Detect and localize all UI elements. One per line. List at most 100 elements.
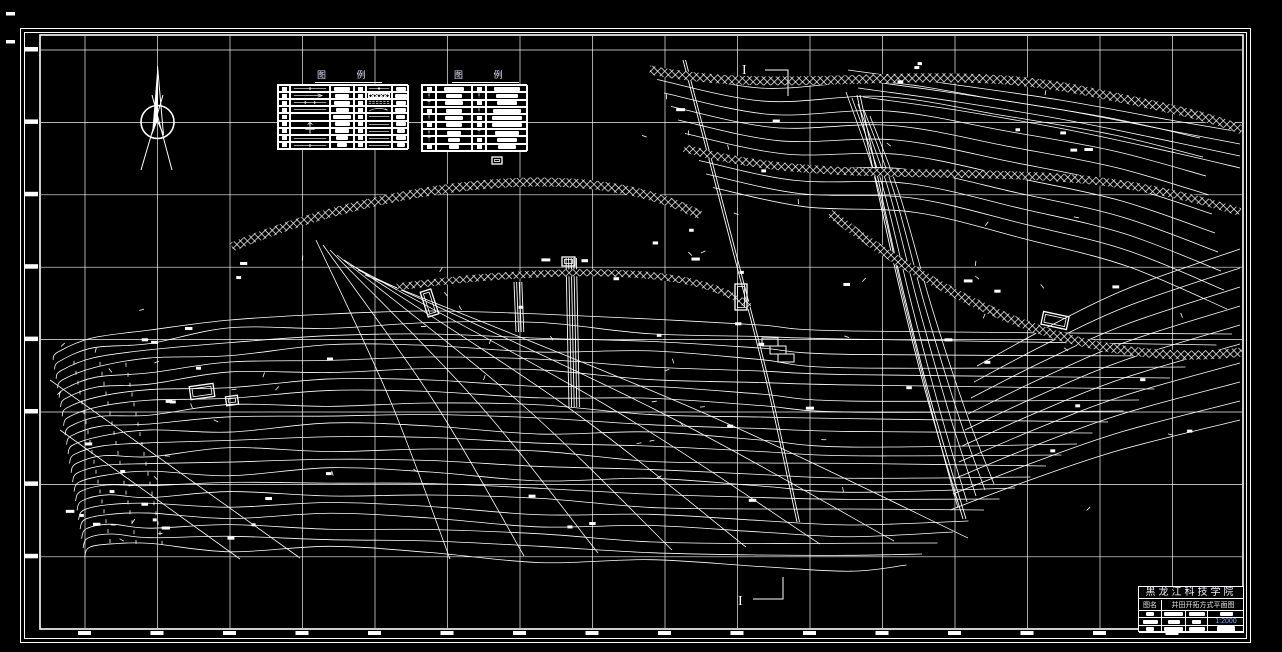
tiny-label-blob: [805, 406, 814, 410]
legend-cell: [486, 99, 528, 107]
legend-cell: [436, 99, 472, 107]
title-block-field: [1162, 618, 1186, 626]
tiny-label-blob: [141, 338, 149, 342]
legend-cell: [422, 129, 436, 137]
grid-label-blob: [24, 553, 38, 559]
tiny-label-blob: [518, 305, 524, 309]
legend-cell: [392, 134, 409, 142]
tiny-label-blob: [748, 498, 757, 502]
legend-cell: [354, 106, 366, 114]
tiny-label-blob: [735, 322, 742, 326]
tiny-label-blob: [165, 399, 173, 403]
grid-label-blob: [1020, 631, 1034, 635]
legend-cell: [366, 134, 392, 142]
legend-cell: [278, 85, 290, 93]
tiny-label-blob: [1075, 404, 1081, 408]
lineDot-symbol: [368, 87, 390, 90]
legend-cell: [486, 121, 528, 129]
line-symbol: [368, 145, 390, 146]
legend-cell: [330, 134, 354, 142]
tiny-label-blob: [689, 228, 694, 232]
legend-cell: [486, 143, 528, 151]
grid-label-blob: [585, 631, 599, 635]
tiny-label-blob: [1140, 378, 1146, 382]
varrow-symbol: [428, 115, 430, 121]
title-block-field: [1162, 626, 1186, 633]
tiny-label-blob: [528, 494, 536, 498]
legend-cell: [330, 92, 354, 100]
tiny-label-blob: [196, 366, 202, 370]
legend-cell: [392, 127, 409, 135]
tiny-label-blob: [1050, 449, 1056, 453]
legend-cell: [354, 134, 366, 142]
tiny-label-blob: [772, 119, 780, 123]
north-arrow: [140, 65, 175, 171]
tiny-label-blob: [897, 80, 904, 84]
tiny-label-blob: [994, 289, 1001, 293]
tiny-label-blob: [152, 518, 157, 522]
drawing-linework: [41, 36, 1242, 628]
tiny-label-blob: [326, 357, 333, 361]
tiny-label-blob: [79, 513, 84, 517]
tiny-label-blob: [567, 525, 573, 529]
grid-label-blob: [513, 631, 526, 635]
legend-cell: [436, 107, 472, 115]
grid-label-blob: [150, 631, 164, 635]
tiny-label-blob: [265, 497, 272, 501]
legend-cell: [486, 107, 528, 115]
tiny-label-blob: [613, 277, 620, 281]
legend-cell: [354, 127, 366, 135]
tee-symbol: [477, 130, 481, 135]
legend-cell: [330, 120, 354, 128]
title-block-field: [1186, 626, 1208, 633]
grid-label-blob: [730, 631, 744, 635]
tiny-label-blob: [761, 169, 767, 173]
title-block-field: [1139, 611, 1162, 618]
legend-cell: [330, 113, 354, 121]
tiny-label-blob: [656, 333, 662, 337]
legend-cell: [422, 143, 436, 151]
tiny-label-blob: [581, 259, 588, 263]
tiny-label-blob: [758, 342, 765, 346]
grid-label-blob: [24, 191, 38, 197]
legend-cell: [290, 127, 330, 135]
tiny-label-blob: [169, 400, 176, 404]
legend-cell: [366, 92, 392, 100]
legend-cell: [486, 92, 528, 100]
tiny-label-blob: [917, 62, 922, 66]
grid-label-blob: [223, 631, 236, 635]
grid-label-blob: [948, 631, 961, 635]
tiny-label-blob: [120, 470, 126, 474]
legend-cell: [392, 92, 409, 100]
legend-cell: [366, 99, 392, 107]
grid-label-blob: [24, 409, 38, 414]
legend-cell: [472, 99, 486, 107]
legend-cell: [392, 99, 409, 107]
outer-border: [20, 28, 1251, 643]
tee-symbol: [427, 137, 431, 142]
legend-cell: [436, 143, 472, 151]
legend-cell: [472, 129, 486, 137]
legend-cell: [436, 129, 472, 137]
tee-symbol: [305, 128, 315, 134]
legend-cell: [436, 136, 472, 144]
tiny-label-blob: [676, 108, 685, 112]
varrow-symbol: [307, 121, 313, 127]
tiny-label-blob: [727, 424, 734, 428]
tiny-label-blob: [843, 282, 851, 286]
tiny-label-blob: [1084, 147, 1093, 151]
legend-cell: [436, 85, 472, 93]
lineArrow-symbol: [293, 93, 323, 98]
legend-cell: [278, 92, 290, 100]
legend-cell: [486, 136, 528, 144]
legend-cell: [290, 85, 330, 93]
legend-cell: [472, 143, 486, 151]
legend-cell: [472, 114, 486, 122]
grid-label-blob: [24, 481, 38, 486]
legend-cell: [472, 121, 486, 129]
tiny-label-blob: [1015, 128, 1021, 132]
tiny-label-blob: [161, 526, 171, 530]
varrow-symbol: [478, 93, 480, 99]
legend-cell: [330, 141, 354, 149]
